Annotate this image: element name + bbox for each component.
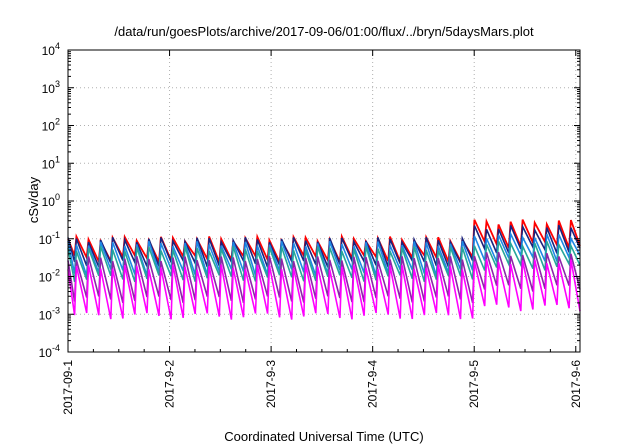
- x-tick-label: 2017-9-2: [163, 360, 177, 408]
- x-axis-title: Coordinated Universal Time (UTC): [224, 429, 423, 444]
- series-line: [67, 251, 581, 304]
- axis-ticks: [67, 49, 580, 353]
- y-tick-label: 103: [42, 79, 60, 96]
- y-tick-label: 104: [42, 41, 60, 58]
- y-tick-label: 10-4: [39, 343, 60, 360]
- series-line: [67, 223, 581, 268]
- series-layer: [67, 217, 581, 320]
- y-axis-title: cSv/day: [26, 176, 41, 223]
- x-tick-label: 2017-9-3: [264, 360, 278, 408]
- x-tick-label: 2017-9-5: [467, 360, 481, 408]
- y-tick-label: 100: [42, 192, 60, 209]
- x-tick-label: 2017-09-1: [61, 360, 75, 415]
- series-line: [67, 230, 581, 277]
- x-tick-label: 2017-9-4: [366, 360, 380, 408]
- series-line: [67, 240, 581, 283]
- y-tick-label: 10-1: [39, 230, 60, 247]
- x-tick-labels: 2017-09-1 2017-9-2 2017-9-3 2017-9-4 2017-9-…: [61, 360, 583, 415]
- y-tick-label: 102: [42, 117, 60, 134]
- grid-lines: [68, 50, 580, 352]
- y-tick-label: 10-3: [39, 305, 60, 322]
- x-tick-label: 2017-9-6: [569, 360, 583, 408]
- y-tick-label: 101: [42, 154, 60, 171]
- y-tick-label: 10-2: [39, 268, 60, 285]
- series-line: [67, 259, 581, 320]
- chart-title: /data/run/goesPlots/archive/2017-09-06/0…: [114, 24, 534, 39]
- y-tick-labels: 10-4 10-3 10-2 10-1 100 101 102 103 104: [39, 41, 60, 360]
